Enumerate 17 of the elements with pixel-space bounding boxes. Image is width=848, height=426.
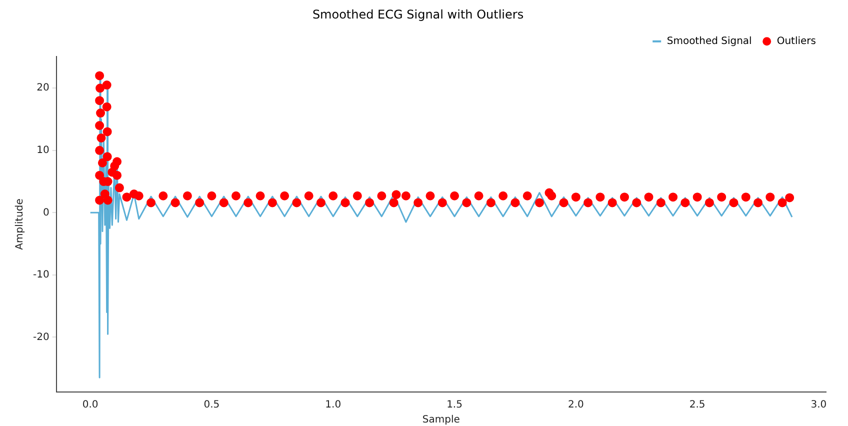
y-axis-title: Amplitude [14, 198, 26, 250]
x-tick-label: 3.0 [810, 400, 827, 411]
y-tick-label: -10 [32, 270, 50, 281]
y-tick-label: -20 [32, 332, 50, 343]
x-tick-label: 1.5 [446, 400, 462, 411]
x-tick-label: 2.5 [689, 400, 706, 411]
chart-title: Smoothed ECG Signal with Outliers [312, 7, 524, 22]
x-tick-label: 0.0 [82, 400, 98, 411]
x-tick-label: 1.0 [325, 400, 342, 411]
x-tick-label: 2.0 [568, 400, 584, 411]
y-tick-label: 10 [36, 145, 50, 156]
y-tick-label: 20 [36, 82, 50, 94]
x-axis-title: Sample [422, 414, 460, 426]
y-tick-label: 0 [42, 207, 50, 218]
legend-label: Outliers [776, 36, 816, 47]
legend-label: Smoothed Signal [666, 36, 752, 47]
x-tick-label: 0.5 [204, 400, 220, 411]
